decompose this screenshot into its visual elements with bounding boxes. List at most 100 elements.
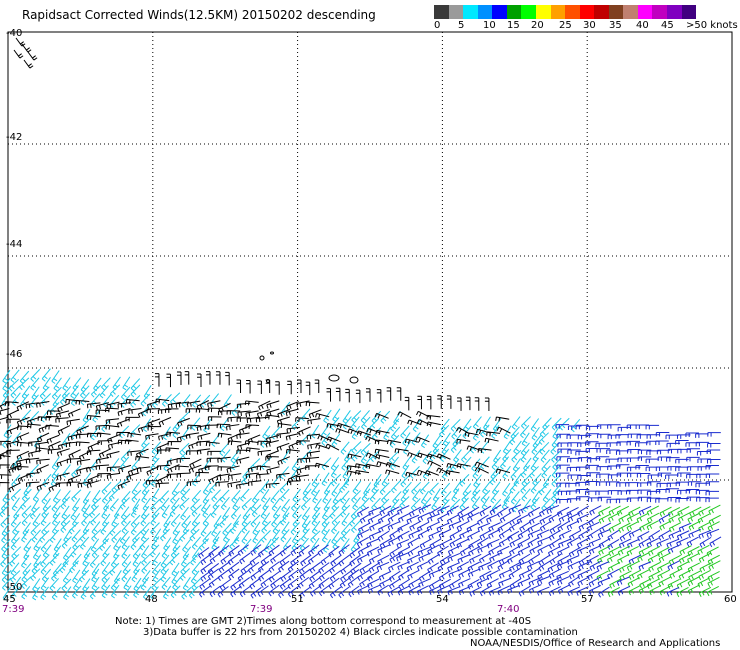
wind-barb <box>140 522 150 536</box>
wind-barb <box>246 416 261 423</box>
wind-barb <box>180 506 189 521</box>
wind-barb <box>51 456 60 471</box>
wind-barb <box>340 562 352 575</box>
wind-barb <box>330 457 340 471</box>
wind-barb <box>0 554 10 568</box>
wind-barb <box>325 443 340 451</box>
wind-barb <box>548 576 561 587</box>
wind-barb <box>42 377 51 391</box>
wind-barb <box>577 576 590 587</box>
wind-barb <box>101 584 111 599</box>
wind-barb <box>89 586 100 600</box>
wind-barb <box>385 469 400 475</box>
wind-barb <box>4 401 19 406</box>
wind-barb <box>62 569 72 584</box>
wind-barb <box>685 432 699 438</box>
colorbar-label: >50 knots <box>686 20 738 31</box>
wind-barb <box>313 498 322 512</box>
wind-barb <box>40 577 50 591</box>
wind-barb <box>90 538 100 553</box>
wind-barb <box>507 584 520 595</box>
wind-barb <box>226 410 241 415</box>
wind-barb <box>66 481 81 487</box>
wind-barb <box>596 473 610 479</box>
wind-barb <box>365 435 380 443</box>
wind-barb <box>638 584 651 595</box>
wind-barb <box>396 505 410 515</box>
wind-barb <box>616 482 630 487</box>
wind-barb <box>226 465 240 473</box>
wind-barb <box>578 520 591 531</box>
wind-barb <box>349 514 360 527</box>
wind-barb <box>245 410 259 418</box>
wind-barb <box>686 536 699 547</box>
wind-barb <box>637 552 650 563</box>
wind-barb <box>558 584 571 595</box>
wind-barb <box>91 576 100 591</box>
wind-barb <box>407 419 422 426</box>
wind-barb <box>21 488 32 502</box>
wind-barb <box>299 586 311 599</box>
wind-barb <box>1 561 10 576</box>
wind-barb <box>216 423 231 429</box>
wind-barb <box>35 447 50 453</box>
wind-barb <box>442 490 452 505</box>
wind-barb <box>53 377 62 392</box>
wind-barb <box>1 530 11 544</box>
wind-barb <box>576 496 590 501</box>
wind-barb <box>528 506 541 518</box>
wind-barb <box>21 554 30 569</box>
wind-barb <box>685 488 700 494</box>
wind-barb <box>86 432 101 438</box>
wind-barb <box>121 536 130 550</box>
wind-barb <box>315 413 330 419</box>
wind-barb <box>71 489 82 502</box>
lon-label: 54 <box>436 594 449 605</box>
wind-barb <box>446 395 452 409</box>
wind-barb <box>109 522 120 536</box>
wind-barb <box>371 410 382 424</box>
wind-barb <box>256 465 271 471</box>
wind-barb <box>648 561 661 573</box>
wind-barb <box>236 449 251 455</box>
wind-barb <box>268 561 280 573</box>
wind-barb <box>142 474 152 489</box>
wind-barb <box>179 529 190 542</box>
wind-barb <box>596 424 611 429</box>
wind-barb <box>615 434 629 439</box>
wind-barb <box>675 481 690 487</box>
wind-barbs <box>0 37 722 601</box>
wind-barb <box>92 489 101 504</box>
wind-barb <box>205 424 219 430</box>
wind-barb <box>45 424 59 430</box>
wind-barb <box>335 428 350 434</box>
wind-barb <box>110 584 120 599</box>
wind-barb <box>301 507 311 521</box>
wind-barb <box>687 481 702 486</box>
wind-barb <box>195 471 209 477</box>
wind-barb <box>312 489 320 504</box>
wind-barb <box>528 514 542 525</box>
wind-barb <box>637 449 652 455</box>
wind-barb <box>260 489 270 503</box>
wind-barb <box>508 521 521 533</box>
wind-barb <box>486 578 499 589</box>
wind-barb <box>169 504 180 518</box>
time-label: 7:40 <box>497 604 519 615</box>
wind-barb <box>456 521 469 532</box>
wind-barb <box>428 482 439 496</box>
wind-barb <box>627 448 641 454</box>
wind-barb <box>120 386 131 400</box>
wind-barb <box>277 456 291 466</box>
wind-barb <box>705 465 719 470</box>
wind-barb <box>689 506 702 517</box>
wind-barb <box>220 417 229 432</box>
wind-barb <box>175 465 189 471</box>
wind-barb <box>110 384 121 397</box>
wind-barb <box>706 585 719 597</box>
wind-barb <box>516 560 529 571</box>
map-frame <box>7 31 733 593</box>
wind-barb <box>150 498 161 512</box>
wind-barb <box>523 457 532 472</box>
wind-barb <box>655 440 669 445</box>
